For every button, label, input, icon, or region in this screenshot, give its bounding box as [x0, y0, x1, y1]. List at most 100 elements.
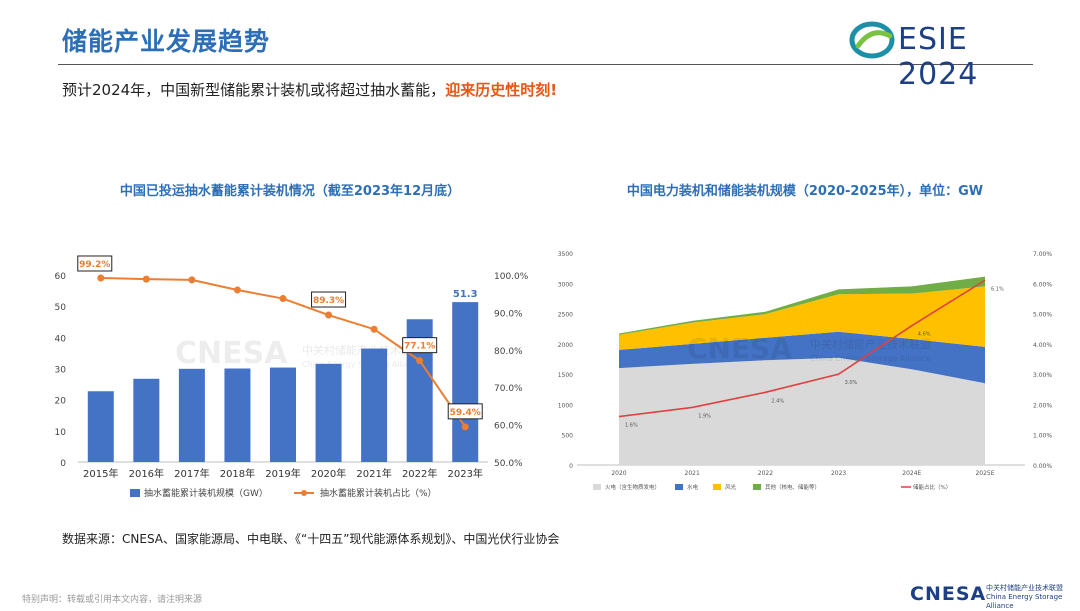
legend-bar-label: 抽水蓄能累计装机规模（GW）	[144, 487, 268, 499]
watermark-en: China Energy Storage Alliance	[810, 354, 931, 363]
y-right-tick-label: 90.0%	[494, 309, 523, 319]
line-data-label: 99.2%	[77, 255, 113, 272]
line-point	[416, 357, 424, 365]
y-right-tick-label: 80.0%	[494, 347, 523, 357]
legend-swatch	[675, 484, 683, 490]
y-left-tick-label: 0	[569, 463, 573, 470]
legend-label: 火电（含生物质发电）	[605, 483, 660, 491]
y-left-tick-label: 2000	[558, 342, 573, 349]
line-label-box	[311, 291, 347, 308]
y-left-tick-label: 3000	[558, 281, 573, 288]
y-right-tick-label: 3.00%	[1033, 372, 1052, 379]
bar	[315, 363, 342, 462]
legend-line-marker	[301, 490, 307, 496]
logo-brand: ESIE	[898, 22, 968, 57]
y-left-tick-label: 1000	[558, 402, 573, 409]
y-left-tick-label: 3500	[558, 251, 573, 258]
cnesa-logo-cn: 中关村储能产业技术联盟	[986, 584, 1063, 592]
title-divider	[58, 64, 1033, 65]
legend-swatch	[593, 484, 601, 490]
legend-line-label: 抽水蓄能累计装机占比（%）	[320, 487, 437, 499]
watermark-brand: CNESA	[175, 336, 288, 371]
y-right-tick-label: 6.00%	[1033, 281, 1052, 288]
esie-logo-text: ESIE 2024	[898, 22, 1038, 92]
cnesa-logo: CNESA	[910, 583, 987, 605]
y-right-tick-label: 70.0%	[494, 384, 523, 394]
y-right-tick-label: 7.00%	[1033, 251, 1052, 258]
line-data-label: 2.4%	[771, 398, 784, 404]
logo-year: 2024	[898, 57, 979, 92]
legend-swatch	[713, 484, 721, 490]
x-tick-label: 2022年	[402, 467, 437, 480]
y-left-tick-label: 40	[55, 334, 67, 344]
x-tick-label: 2018年	[220, 467, 255, 480]
cnesa-logo-sub: 中关村储能产业技术联盟 China Energy Storage Allianc…	[986, 584, 1080, 611]
bar	[270, 367, 296, 462]
y-left-tick-label: 10	[55, 428, 67, 438]
line-point	[233, 286, 241, 294]
line-point	[325, 311, 333, 319]
line-point	[461, 423, 469, 431]
legend-swatch	[753, 484, 761, 490]
x-tick-label: 2025E	[975, 470, 994, 477]
y-right-tick-label: 0.00%	[1033, 463, 1052, 470]
x-tick-label: 2022	[758, 470, 773, 477]
y-left-tick-label: 2500	[558, 312, 573, 319]
y-left-tick-label: 1500	[558, 372, 573, 379]
line-data-label: 3.0%	[845, 380, 858, 386]
bar	[133, 378, 160, 462]
watermark-cn: 中关村储能产业技术联盟	[810, 337, 931, 351]
y-left-tick-label: 0	[60, 459, 66, 469]
power-capacity-chart: 0 500 1000 1500 2000 2500 3000 3500 0.00% 1.00% 2.…	[558, 251, 1053, 491]
bar	[452, 302, 479, 462]
y-right-tick-label: 5.00%	[1033, 312, 1052, 319]
watermark-brand: CNESA	[687, 332, 792, 365]
disclaimer: 特别声明：转载或引用本文内容，请注明来源	[22, 595, 203, 605]
subtitle-highlight: 迎来历史性时刻!	[445, 81, 558, 99]
area-series	[619, 276, 985, 335]
x-tick-label: 2021	[685, 470, 700, 477]
x-tick-label: 2015年	[83, 467, 118, 480]
legend-label: 水电	[687, 483, 699, 491]
line-data-label: 89.3%	[311, 291, 347, 308]
line-data-label: 1.9%	[698, 413, 711, 419]
legend-label: 储能占比（%）	[913, 483, 951, 491]
page-title: 储能产业发展趋势	[62, 27, 271, 56]
bar	[178, 368, 205, 462]
data-source: 数据来源：CNESA、国家能源局、中电联、《“十四五”现代能源体系规划》、中国光…	[62, 532, 560, 546]
bar	[87, 391, 114, 462]
y-right-tick-label: 1.00%	[1033, 433, 1052, 440]
line-data-label: 6.1%	[991, 286, 1004, 292]
chart1-title: 中国已投运抽水蓄能累计装机情况（截至2023年12月底）	[119, 184, 461, 199]
line-data-label: 1.6%	[625, 423, 638, 429]
bar	[224, 368, 251, 462]
legend-label: 其他（核电、储能等）	[765, 483, 820, 491]
y-left-tick-label: 20	[55, 397, 67, 407]
x-tick-label: 2020	[611, 470, 626, 477]
x-tick-label: 2023年	[447, 467, 482, 480]
line-label-text: 59.4%	[450, 408, 481, 418]
y-right-tick-label: 60.0%	[494, 422, 523, 432]
bar	[361, 348, 388, 462]
y-right-tick-label: 2.00%	[1033, 402, 1052, 409]
line-label-text: 89.3%	[313, 296, 344, 306]
area-series	[619, 331, 985, 384]
legend-bar-swatch	[130, 489, 140, 497]
y-left-tick-label: 50	[55, 303, 67, 313]
x-tick-label: 2020年	[311, 467, 346, 480]
line-label-text: 99.2%	[79, 260, 110, 270]
x-tick-label: 2019年	[265, 467, 300, 480]
area-series	[619, 357, 985, 465]
x-tick-label: 2017年	[174, 467, 209, 480]
line-point	[188, 276, 196, 284]
line-point	[97, 274, 105, 282]
line-label-box	[447, 403, 483, 420]
y-right-tick-label: 50.0%	[494, 459, 523, 469]
y-left-tick-label: 30	[55, 366, 67, 376]
x-tick-label: 2024E	[902, 470, 921, 477]
x-tick-label: 2016年	[129, 467, 164, 480]
y-right-tick-label: 4.00%	[1033, 342, 1052, 349]
line-point	[279, 295, 287, 303]
line-label-box	[402, 337, 438, 354]
